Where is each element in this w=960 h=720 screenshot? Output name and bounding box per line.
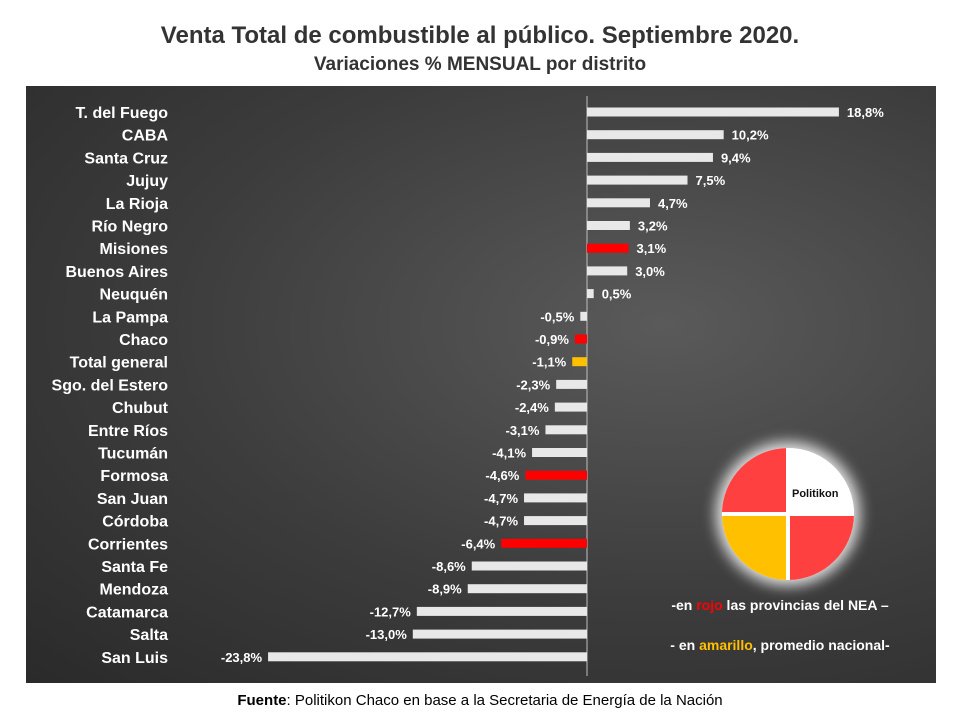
category-label-4: La Rioja [106,196,168,213]
value-label-4: 4,7% [658,196,688,211]
category-label-7: Buenos Aires [65,264,168,281]
value-label-3: 7,5% [696,173,726,188]
category-label-24: San Luis [101,650,168,667]
value-label-23: -13,0% [366,627,408,642]
category-label-12: Sgo. del Estero [52,377,169,394]
value-label-21: -8,9% [428,582,462,597]
bar-15 [532,448,587,457]
value-label-20: -8,6% [432,559,466,574]
bar-10 [574,334,587,344]
logo-quadrant-red-bottom-right [790,516,854,580]
category-label-1: CABA [122,128,169,145]
bar-24 [268,652,587,662]
category-label-5: Río Negro [92,219,169,236]
category-label-6: Misiones [100,241,169,258]
value-label-17: -4,7% [484,491,518,506]
category-label-3: Jujuy [126,173,168,190]
bar-16 [525,470,587,480]
bar-3 [587,175,688,185]
source-label: Fuente [237,692,287,709]
logo-quadrant-white [790,448,854,512]
source-note: Fuente: Politikon Chaco en base a la Sec… [0,692,960,709]
category-label-8: Neuquén [100,287,168,304]
value-label-22: -12,7% [370,604,412,619]
logo-text: Politikon [792,488,839,500]
bar-8 [587,289,594,299]
bar-20 [471,561,587,571]
category-label-10: Chaco [119,332,168,349]
chart-title: Venta Total de combustible al público. S… [160,22,800,49]
category-label-16: Formosa [100,468,168,485]
bar-7 [587,266,628,276]
value-label-19: -6,4% [461,536,495,551]
bar-11 [572,357,587,367]
value-label-14: -3,1% [505,423,539,438]
category-label-22: Catamarca [86,604,168,621]
bar-23 [412,629,587,639]
category-label-17: San Juan [97,491,168,508]
legend-note-national: - en amarillo, promedio nacional- [670,637,890,653]
value-label-12: -2,3% [516,377,550,392]
value-label-5: 3,2% [638,219,668,234]
bar-4 [587,198,650,208]
category-label-11: Total general [70,355,168,372]
source-text: : Politikon Chaco en base a la Secretari… [286,692,723,709]
value-label-16: -4,6% [485,468,519,483]
category-label-21: Mendoza [100,582,169,599]
chart-subtitle: Variaciones % MENSUAL por distrito [313,54,647,75]
category-label-0: T. del Fuego [76,105,169,122]
category-label-18: Córdoba [102,514,168,531]
value-label-11: -1,1% [532,355,566,370]
legend-highlight-red: rojo [696,597,723,613]
bar-13 [554,402,587,412]
politikon-logo: Politikon [722,448,854,580]
bar-12 [556,379,587,389]
logo-quadrant-yellow [722,516,786,580]
category-label-15: Tucumán [98,446,168,463]
value-label-9: -0,5% [540,309,574,324]
value-label-1: 10,2% [732,128,769,143]
value-label-13: -2,4% [515,400,549,415]
bar-18 [524,516,587,526]
bar-14 [545,425,587,435]
bar-22 [416,606,587,616]
bar-0 [587,107,839,117]
category-label-13: Chubut [112,400,169,417]
category-label-23: Salta [130,627,168,644]
bar-21 [467,584,587,594]
bar-9 [580,311,587,321]
category-label-19: Corrientes [88,536,168,553]
bar-1 [587,130,724,140]
category-label-2: Santa Cruz [84,150,168,167]
logo-quadrant-red-top-left [722,448,786,512]
bar-2 [587,152,713,162]
value-label-7: 3,0% [635,264,665,279]
value-label-8: 0,5% [602,287,632,302]
value-label-2: 9,4% [721,150,751,165]
bar-5 [587,221,630,230]
bar-6 [587,243,629,253]
value-label-24: -23,8% [221,650,263,665]
category-label-9: La Pampa [92,309,168,326]
bar-19 [501,538,587,548]
value-label-15: -4,1% [492,446,526,461]
value-label-0: 18,8% [847,105,884,120]
legend-note-nea: -en rojo las provincias del NEA – [671,597,889,613]
value-label-18: -4,7% [484,514,518,529]
category-label-20: Santa Fe [101,559,168,576]
category-label-14: Entre Ríos [88,423,168,440]
chart-panel [26,86,936,683]
legend-highlight-yellow: amarillo [699,637,753,653]
value-label-10: -0,9% [535,332,569,347]
value-label-6: 3,1% [637,241,667,256]
bar-chart: T. del Fuego 18,8% CABA 10,2% Santa Cruz 9,4%… [52,96,884,676]
bar-17 [524,493,587,503]
